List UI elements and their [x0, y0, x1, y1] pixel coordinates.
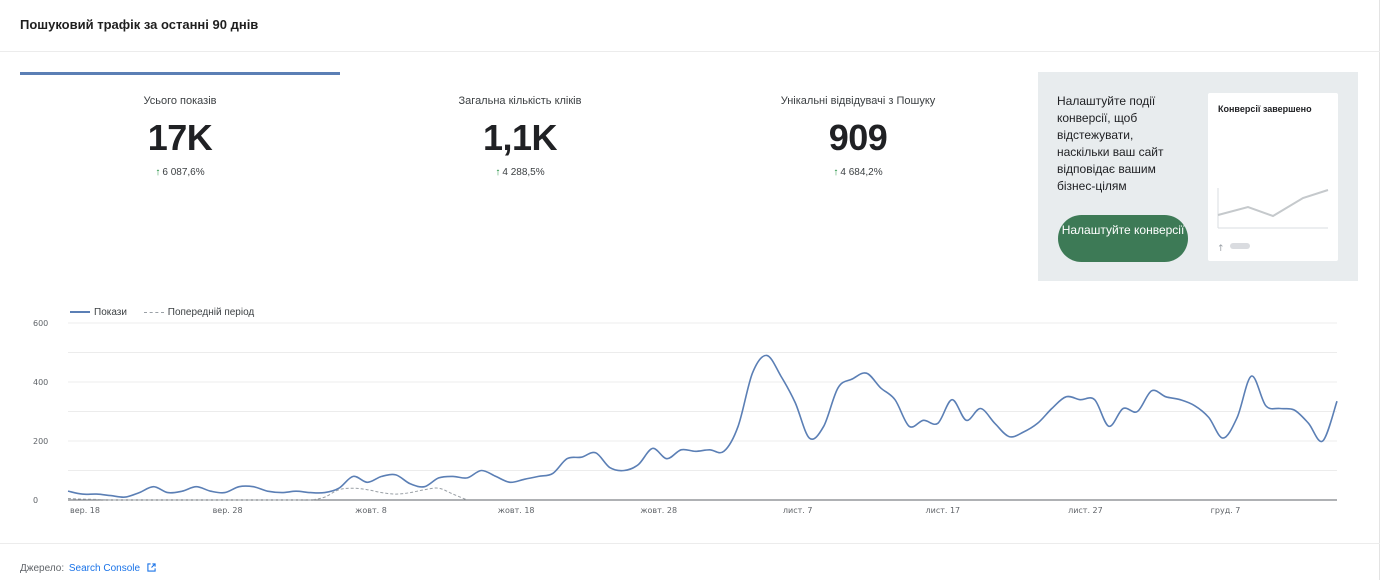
arrow-up-icon: ↑ [1217, 244, 1225, 254]
metric-change: ↑ 4 288,5% [495, 167, 545, 178]
metric-label: Унікальні відвідувачі з Пошуку [780, 95, 936, 107]
series-line-previous [67, 487, 468, 501]
chart-legend: Покази Попередній період [70, 307, 268, 318]
metric-label: Усього показів [143, 95, 217, 107]
conversions-promo: Налаштуйте події конверсії, щоб відстежу… [1038, 72, 1358, 281]
card-header: Пошуковий трафік за останні 90 днів [0, 0, 1380, 52]
active-metric-indicator [20, 72, 340, 75]
x-tick-label: груд. 7 [1211, 506, 1241, 515]
metric-change: ↑ 6 087,6% [155, 167, 205, 178]
x-tick-label: лист. 17 [926, 506, 961, 515]
x-tick-label: жовт. 8 [355, 506, 387, 515]
search-console-link[interactable]: Search Console [68, 563, 141, 574]
metric-unique-visitors[interactable]: Унікальні відвідувачі з Пошуку 909 ↑ 4 68… [698, 95, 1018, 178]
metric-value: 17K [147, 117, 213, 158]
impressions-chart: 0 200 400 600 вер. 18 вер. 28 жовт. 8 жовт. 18 ж… [33, 319, 1338, 515]
series-line-impressions [67, 354, 1338, 498]
preview-sparkline: ↑ [1217, 188, 1329, 254]
preview-title: Конверсії завершено [1218, 104, 1312, 114]
card-title: Пошуковий трафік за останні 90 днів [20, 17, 259, 32]
arrow-up-icon: ↑ [833, 167, 839, 178]
metric-label: Загальна кількість кліків [458, 95, 582, 107]
conversions-preview-card: Конверсії завершено ↑ [1208, 93, 1338, 261]
legend-current[interactable]: Покази [70, 307, 127, 318]
metric-impressions[interactable]: Усього показів 17K ↑ 6 087,6% [20, 95, 340, 178]
x-tick-label: жовт. 18 [498, 506, 535, 515]
x-tick-label: лист. 27 [1068, 506, 1103, 515]
metric-change: ↑ 4 684,2% [833, 167, 883, 178]
x-tick-label: вер. 18 [70, 506, 100, 515]
y-tick-label: 0 [33, 496, 38, 505]
x-tick-label: лист. 7 [783, 506, 813, 515]
promo-text: Налаштуйте події конверсії, щоб відстежу… [1057, 94, 1164, 193]
setup-conversions-button[interactable]: Налаштуйте конверсії [1058, 215, 1188, 262]
metric-clicks[interactable]: Загальна кількість кліків 1,1K ↑ 4 288,5% [360, 95, 680, 178]
metric-value: 1,1K [482, 117, 558, 158]
arrow-up-icon: ↑ [495, 167, 501, 178]
x-tick-label: жовт. 28 [640, 506, 677, 515]
footer-divider [0, 543, 1380, 544]
source-label: Джерело: [20, 563, 65, 574]
arrow-up-icon: ↑ [155, 167, 161, 178]
y-tick-label: 600 [33, 319, 48, 328]
metric-value: 909 [828, 117, 888, 158]
y-tick-label: 400 [33, 378, 48, 387]
source-footer: Джерело: Search Console [20, 563, 156, 574]
external-link-icon[interactable] [147, 563, 156, 572]
x-tick-label: вер. 28 [213, 506, 243, 515]
preview-placeholder [1230, 243, 1250, 249]
legend-previous[interactable]: Попередній період [143, 307, 254, 318]
y-tick-label: 200 [33, 437, 48, 446]
